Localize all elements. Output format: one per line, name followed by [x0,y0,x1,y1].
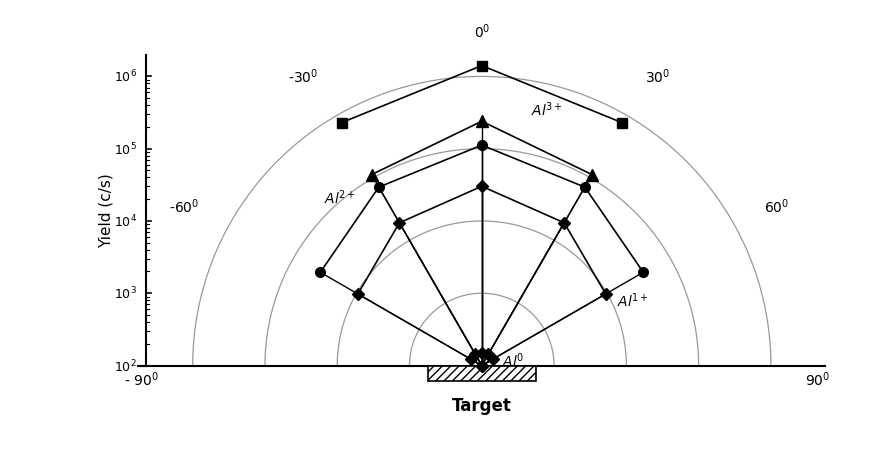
Text: $10^{3}$: $10^{3}$ [114,285,137,302]
Text: $10^{4}$: $10^{4}$ [114,213,137,230]
Text: $10^{2}$: $10^{2}$ [115,357,137,374]
Text: 60$^0$: 60$^0$ [764,197,789,216]
Text: Al$^{1+}$: Al$^{1+}$ [617,291,648,309]
Text: Al$^{2+}$: Al$^{2+}$ [323,188,355,206]
Text: - 90$^0$: - 90$^0$ [124,369,159,388]
Text: -60$^0$: -60$^0$ [169,197,200,216]
Text: $10^{5}$: $10^{5}$ [114,141,137,157]
Text: 0$^0$: 0$^0$ [474,23,490,41]
Text: 30$^0$: 30$^0$ [645,68,670,86]
Bar [427,366,536,382]
Text: Al$^0$: Al$^0$ [502,351,524,369]
Text: $10^{6}$: $10^{6}$ [114,69,137,86]
Text: Yield (c/s): Yield (c/s) [98,173,114,248]
Text: 90$^0$: 90$^0$ [805,369,830,388]
Text: Al$^{3+}$: Al$^{3+}$ [531,100,562,119]
Text: -30$^0$: -30$^0$ [288,68,319,86]
Text: Target: Target [452,396,512,414]
